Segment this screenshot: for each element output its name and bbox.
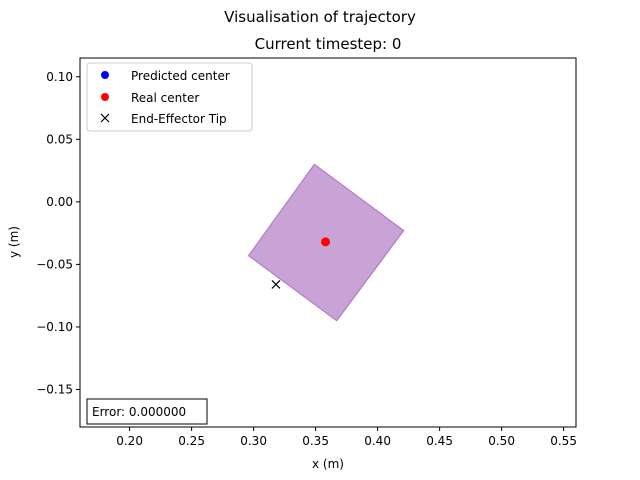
- y-tick-label: 0.05: [46, 132, 73, 146]
- y-tick-label: 0.10: [46, 70, 73, 84]
- marker-stroke: [271, 279, 281, 289]
- legend-label-real-center: Real center: [131, 91, 199, 105]
- axes-frame: [79, 57, 577, 428]
- error-label: Error: 0.000000: [92, 405, 186, 419]
- x-axis-label: x (m): [312, 457, 344, 471]
- legend-label-predicted-center: Predicted center: [131, 69, 230, 83]
- y-tick-label: −0.05: [36, 257, 73, 271]
- axis-ticks: 0.20 0.25 0.30 0.35 0.40 0.45 0.50 0.55 −0.15 −0.…: [36, 70, 577, 448]
- legend: Predicted center Real center End-Effecto…: [86, 62, 253, 132]
- y-tick-label: −0.15: [36, 382, 73, 396]
- legend-marker-real-center: [101, 93, 109, 101]
- plot-area: [247, 163, 405, 322]
- figure-suptitle: Visualisation of trajectory: [224, 8, 416, 26]
- legend-label-end-effector-tip: End-Effector Tip: [131, 112, 227, 126]
- legend-marker-end-effector-tip: [100, 113, 110, 123]
- axes-title: Current timestep: 0: [255, 35, 402, 53]
- error-box-frame: [86, 398, 208, 425]
- y-tick-label: 0.00: [46, 195, 73, 209]
- marker-end-effector-tip: [271, 279, 281, 289]
- x-tick-label: 0.45: [426, 434, 453, 448]
- x-tick-label: 0.30: [240, 434, 267, 448]
- x-tick-label: 0.20: [116, 434, 143, 448]
- legend-box: [86, 62, 253, 132]
- y-axis-label: y (m): [7, 226, 21, 258]
- x-tick-label: 0.55: [550, 434, 577, 448]
- y-tick-label: −0.10: [36, 320, 73, 334]
- legend-marker-predicted-center: [101, 71, 109, 79]
- x-tick-label: 0.50: [488, 434, 515, 448]
- error-box: Error: 0.000000: [86, 398, 208, 425]
- marker-real-center: [321, 237, 331, 247]
- x-tick-label: 0.35: [302, 434, 329, 448]
- x-tick-label: 0.25: [178, 434, 205, 448]
- x-tick-label: 0.40: [364, 434, 391, 448]
